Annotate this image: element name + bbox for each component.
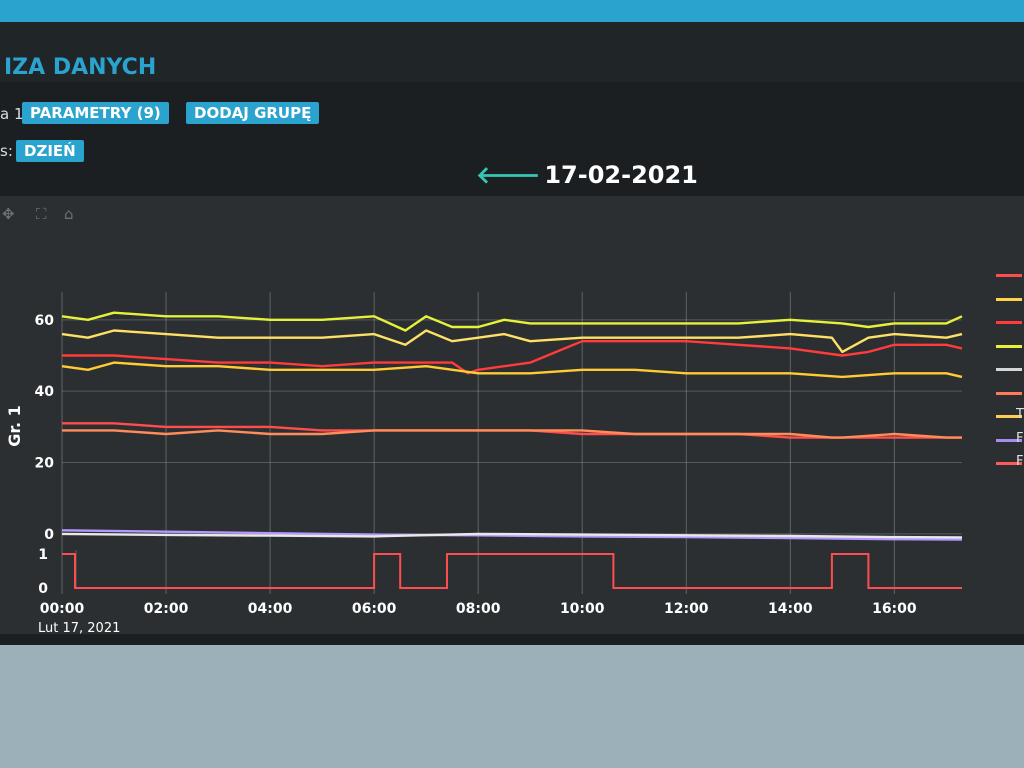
- series-line-3: [62, 339, 963, 375]
- x-tick-label: 06:00: [352, 601, 397, 617]
- y-tick-label: 0: [38, 581, 48, 597]
- legend-swatch[interactable]: [996, 415, 1022, 418]
- date-navigator: 🡐 17-02-2021: [476, 160, 698, 189]
- legend-label: F: [1016, 454, 1024, 469]
- y-tick-label: 1: [38, 547, 48, 563]
- series-line-2: [61, 329, 963, 354]
- x-tick-label: 00:00: [40, 601, 85, 617]
- y-axis-label: Gr. 1: [5, 405, 24, 447]
- range-day-button[interactable]: DZIEŃ: [16, 140, 84, 162]
- x-tick-label: 14:00: [768, 601, 813, 617]
- y-tick-label: 0: [44, 527, 54, 543]
- series-line-4: [61, 361, 963, 379]
- pan-icon[interactable]: ✥: [2, 205, 15, 223]
- window-top-bar: [0, 0, 1024, 24]
- x-tick-label: 08:00: [456, 601, 501, 617]
- legend-swatch[interactable]: [996, 297, 1022, 301]
- series-line-1: [61, 311, 963, 332]
- range-label: s:: [0, 142, 13, 160]
- legend-label: T: [1016, 407, 1024, 422]
- step-series-line-1: [62, 553, 962, 589]
- chart-panel: [0, 196, 1024, 634]
- desk-background: [0, 645, 1024, 768]
- x-tick-label: 04:00: [248, 601, 293, 617]
- arrow-left-icon[interactable]: 🡐: [476, 161, 541, 189]
- group-label: a 1: [0, 105, 24, 123]
- legend-swatch[interactable]: [996, 344, 1022, 348]
- series-line-6: [62, 429, 962, 439]
- series-line-7: [61, 529, 963, 541]
- zoom-icon[interactable]: ⛶: [36, 205, 47, 223]
- x-tick-label: 12:00: [664, 601, 709, 617]
- y-tick-label: 20: [35, 456, 55, 472]
- legend-swatch[interactable]: [996, 274, 1022, 277]
- title-bar: [0, 22, 1024, 82]
- series-line-8: [61, 532, 963, 539]
- current-date: 17-02-2021: [544, 161, 698, 189]
- x-tick-label: 10:00: [560, 601, 605, 617]
- x-date-label: Lut 17, 2021: [38, 621, 120, 636]
- legend-label: F: [1016, 430, 1024, 446]
- y-tick-label: 40: [35, 384, 55, 400]
- x-tick-label: 16:00: [872, 601, 917, 617]
- legend-swatch[interactable]: [996, 391, 1022, 395]
- line-chart: 00:00 02:00 04:00 06:00 08:00 10:00 12:00 14:00…: [5, 292, 963, 636]
- x-tick-label: 02:00: [144, 601, 189, 617]
- home-icon[interactable]: ⌂: [64, 205, 74, 223]
- legend-swatch[interactable]: [996, 462, 1022, 465]
- page-title: IZA DANYCH: [4, 55, 157, 80]
- params-button[interactable]: PARAMETRY (9): [22, 102, 169, 124]
- legend-swatch[interactable]: [996, 438, 1022, 442]
- legend-swatch[interactable]: [996, 368, 1022, 371]
- legend-swatch[interactable]: [996, 321, 1022, 324]
- add-group-button[interactable]: DODAJ GRUPĘ: [186, 102, 320, 124]
- y-tick-label: 60: [35, 313, 55, 329]
